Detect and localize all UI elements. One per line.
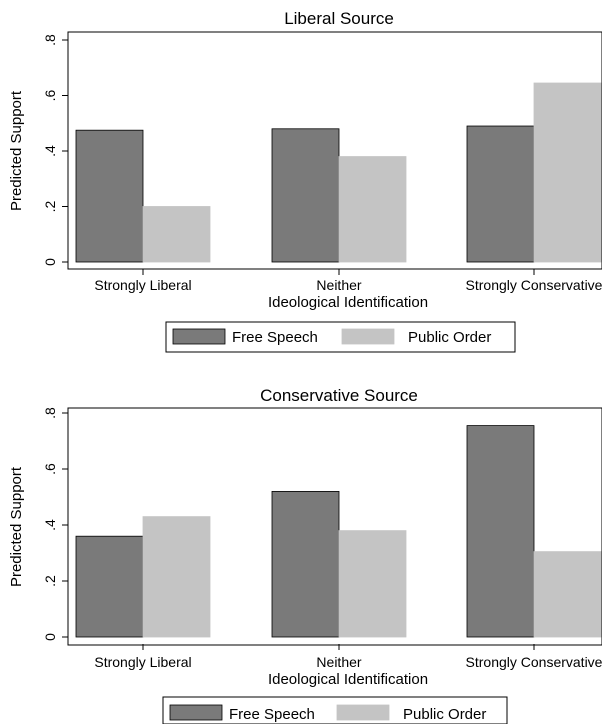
- legend-label-public-order: Public Order: [408, 329, 491, 346]
- x-tick-label-neither: Neither: [316, 654, 361, 670]
- y-tick-label: 0: [42, 633, 58, 641]
- bar-free-speech-neither: [271, 490, 340, 638]
- legend-label-free-speech: Free Speech: [229, 706, 315, 723]
- legend-label-free-speech: Free Speech: [232, 329, 318, 346]
- legend-swatch-free-speech: [172, 328, 226, 345]
- panel-liberal-source: Liberal Source 0 .2 .4 .6 .8 Strongly Libera…: [8, 9, 602, 353]
- y-axis: 0 .2 .4 .6 .8: [42, 407, 68, 641]
- y-tick-label: .8: [42, 407, 58, 419]
- y-tick-label: .6: [42, 463, 58, 475]
- legend: Free Speech Public Order: [162, 696, 508, 724]
- bar-public-order-strongly-conservative: [533, 82, 602, 263]
- legend-label-public-order: Public Order: [403, 706, 486, 723]
- bars: [75, 82, 602, 263]
- x-tick-label-strongly-conservative: Strongly Conservative: [466, 654, 602, 670]
- x-tick-label-strongly-conservative: Strongly Conservative: [466, 277, 602, 293]
- bar-free-speech-strongly-liberal: [75, 535, 144, 638]
- x-axis-label: Ideological Identification: [268, 671, 428, 688]
- bar-public-order-neither: [338, 530, 407, 638]
- bar-free-speech-neither: [271, 128, 340, 263]
- bar-free-speech-strongly-liberal: [75, 129, 144, 263]
- x-tick-label-strongly-liberal: Strongly Liberal: [94, 654, 191, 670]
- bar-public-order-strongly-liberal: [142, 516, 211, 638]
- y-tick-label: 0: [42, 258, 58, 266]
- x-axis: Strongly Liberal Neither Strongly Conserva…: [94, 269, 602, 293]
- x-axis: Strongly Liberal Neither Strongly Conserva…: [94, 644, 602, 670]
- bars: [75, 425, 602, 638]
- bar-public-order-strongly-liberal: [142, 206, 211, 263]
- x-tick-label-neither: Neither: [316, 277, 361, 293]
- bar-public-order-strongly-conservative: [533, 551, 602, 638]
- y-axis-label: Predicted Support: [8, 466, 25, 587]
- bar-free-speech-strongly-conservative: [466, 125, 535, 263]
- y-tick-label: .4: [42, 519, 58, 531]
- y-tick-label: .2: [42, 575, 58, 587]
- chart-title: Liberal Source: [284, 9, 394, 28]
- legend: Free Speech Public Order: [165, 321, 516, 353]
- legend-swatch-public-order: [336, 704, 390, 721]
- panel-conservative-source: Conservative Source 0 .2 .4 .6 .8 Strongly L…: [8, 386, 602, 724]
- y-tick-label: .8: [42, 34, 58, 46]
- x-tick-label-strongly-liberal: Strongly Liberal: [94, 277, 191, 293]
- legend-swatch-public-order: [341, 328, 395, 345]
- legend-swatch-free-speech: [169, 704, 223, 721]
- y-axis: 0 .2 .4 .6 .8: [42, 34, 68, 266]
- bar-public-order-neither: [338, 156, 407, 263]
- plot-frame: [67, 407, 602, 646]
- y-tick-label: .6: [42, 89, 58, 101]
- chart-title: Conservative Source: [260, 386, 418, 405]
- y-axis-label: Predicted Support: [8, 90, 25, 211]
- bar-free-speech-strongly-conservative: [466, 425, 535, 638]
- y-tick-label: .4: [42, 145, 58, 157]
- y-tick-label: .2: [42, 200, 58, 212]
- x-axis-label: Ideological Identification: [268, 294, 428, 311]
